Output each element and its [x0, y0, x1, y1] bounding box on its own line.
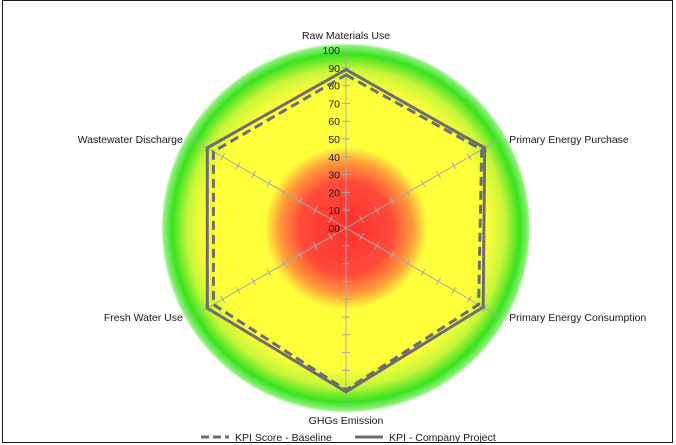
axis-tick-mark: [251, 170, 256, 179]
tick-label: 90: [328, 63, 340, 75]
radial-tick-labels: 00 10 20 30 40 50 60 70 80 90 100: [322, 45, 340, 235]
axis-tick-mark: [482, 304, 488, 312]
axis-label: GHGs Emission: [309, 415, 384, 427]
tick-label: 100: [322, 45, 340, 57]
axis-label: Primary Energy Purchase: [509, 134, 629, 146]
axis-tick-mark: [328, 215, 334, 223]
tick-label: 70: [328, 98, 340, 110]
tick-label: 40: [328, 152, 340, 164]
axis-tick-mark: [389, 250, 395, 259]
tick-label: 60: [328, 116, 340, 128]
tick-label: 30: [328, 170, 340, 182]
axis-tick-mark: [328, 233, 334, 241]
axis-tick-mark: [420, 179, 426, 188]
axis-tick-mark: [358, 233, 364, 241]
axis-tick-mark: [451, 161, 457, 170]
axis-tick-mark: [420, 268, 426, 277]
axis-tick-mark: [389, 197, 395, 206]
axis-label: Primary Energy Consumption: [509, 312, 646, 324]
axis-tick-mark: [235, 161, 241, 170]
series-layer: [205, 67, 487, 394]
axis-tick-mark: [405, 259, 411, 268]
axis-tick-mark: [405, 188, 411, 197]
legend: KPI Score - Baseline KPI - Company Projec…: [201, 432, 496, 444]
radar-grid: [191, 50, 501, 406]
axis-tick-mark: [235, 286, 241, 295]
axis-tick-mark: [436, 277, 441, 286]
axis-tick-mark: [297, 250, 303, 259]
axis-tick-mark: [451, 286, 457, 295]
legend-label: KPI Score - Baseline: [235, 432, 332, 444]
axis-tick-mark: [358, 215, 364, 223]
tick-label: 50: [328, 134, 340, 146]
axis-tick-mark: [466, 295, 472, 303]
series-line: [211, 73, 484, 392]
axis-tick-mark: [297, 197, 303, 206]
axis-tick-mark: [251, 277, 256, 286]
axis-tick-mark: [436, 170, 441, 179]
series-line: [205, 67, 487, 394]
axis-tick-mark: [220, 295, 226, 303]
legend-label: KPI - Company Project: [389, 432, 496, 444]
axis-tick-mark: [312, 206, 318, 214]
tick-label: 80: [328, 81, 340, 93]
axis-tick-mark: [281, 188, 287, 197]
axis-tick-mark: [220, 153, 226, 161]
axis-tick-mark: [374, 242, 380, 250]
axis-label: Fresh Water Use: [104, 312, 183, 324]
axis-tick-mark: [266, 179, 272, 188]
axis-label: Raw Materials Use: [302, 30, 390, 42]
axis-tick-mark: [374, 206, 380, 214]
axis-tick-mark: [312, 242, 318, 250]
axis-tick-mark: [281, 259, 287, 268]
axis-label: Wastewater Discharge: [78, 134, 183, 146]
axis-tick-mark: [466, 153, 472, 161]
axis-tick-mark: [266, 268, 272, 277]
tick-label: 00: [328, 223, 340, 235]
tick-label: 20: [328, 187, 340, 199]
axis-labels: Raw Materials Use Primary Energy Purchase…: [78, 30, 647, 427]
tick-label: 10: [328, 205, 340, 217]
